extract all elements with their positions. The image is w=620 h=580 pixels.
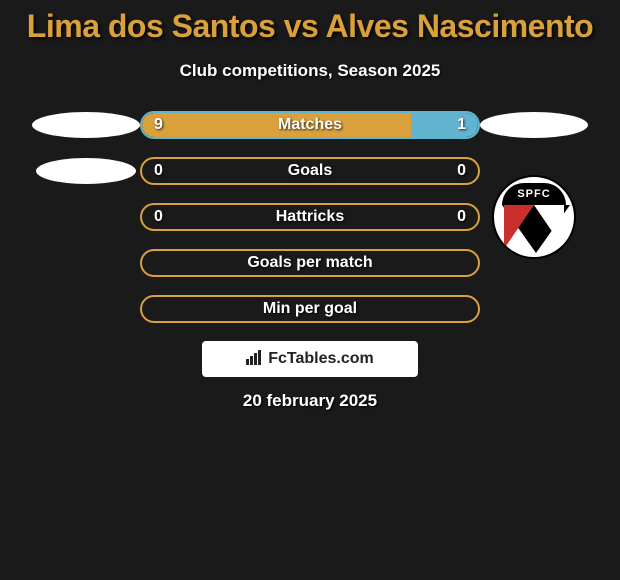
spfc-letters: SPFC [517,188,550,200]
stat-row: 00HattricksSPFC [0,203,620,231]
left-badge-slot [32,158,140,184]
bar-label: Goals per match [142,254,478,272]
comparison-infographic: Lima dos Santos vs Alves Nascimento Club… [0,0,620,411]
stat-bar: 00Goals [140,157,480,185]
player-badge-oval [480,112,588,138]
player-badge-oval [32,112,140,138]
right-badge-slot: SPFC [480,175,588,259]
subtitle: Club competitions, Season 2025 [0,61,620,81]
stat-bar: Goals per match [140,249,480,277]
bar-label: Hattricks [142,208,478,226]
player-badge-oval [36,158,136,184]
bar-chart-icon [246,349,264,370]
stat-row: Min per goal [0,295,620,323]
attribution-text: FcTables.com [268,350,374,368]
page-title: Lima dos Santos vs Alves Nascimento [0,8,620,45]
stat-bar: Min per goal [140,295,480,323]
stat-row: 91Matches [0,111,620,139]
club-badge-spfc: SPFC [492,175,576,259]
right-badge-slot [480,112,588,138]
left-badge-slot [32,112,140,138]
bar-label: Goals [142,162,478,180]
stat-bar: 00Hattricks [140,203,480,231]
stats-area: 91Matches00Goals00HattricksSPFCGoals per… [0,111,620,323]
stat-bar: 91Matches [140,111,480,139]
bar-label: Min per goal [142,300,478,318]
bar-label: Matches [142,116,478,134]
date-label: 20 february 2025 [0,391,620,411]
attribution-badge: FcTables.com [202,341,418,377]
